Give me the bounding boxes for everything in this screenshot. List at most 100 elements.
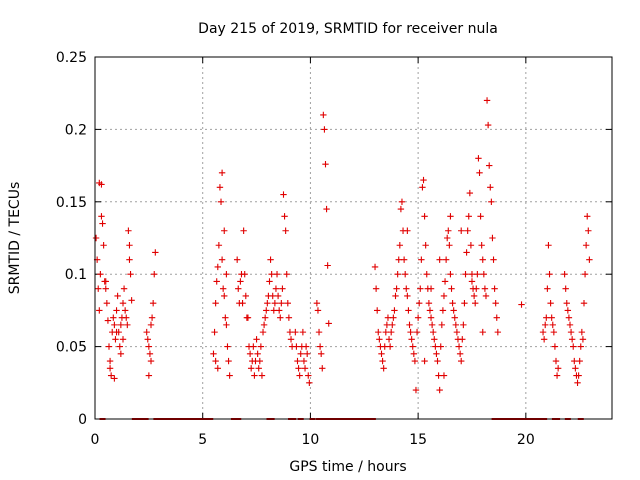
data-point [585,227,592,234]
data-point [436,256,443,263]
data-point [570,343,577,350]
data-point [411,357,419,365]
data-point [95,285,102,292]
data-point [286,328,294,336]
data-point [247,365,255,372]
data-point [472,299,479,307]
data-point [420,176,427,184]
data-point [490,256,497,263]
data-point [428,321,436,329]
data-point [575,372,582,379]
data-point [438,321,446,329]
data-point [102,278,109,285]
data-point [456,350,464,358]
data-point [436,386,443,394]
data-point [574,379,581,386]
data-point [287,336,295,343]
data-point [431,336,438,343]
y-tick-label: 0 [78,412,87,428]
data-point [480,271,488,278]
data-point [260,321,268,329]
data-point [445,227,452,234]
data-point [459,336,466,343]
data-point [111,321,118,329]
data-point [447,271,454,278]
data-point [315,328,323,336]
data-point [544,285,551,292]
data-point [256,357,263,365]
data-point [283,271,290,278]
data-point [371,263,379,271]
data-point [466,189,474,197]
data-point [106,365,114,372]
data-point [476,169,483,177]
data-point [390,314,397,321]
data-point [572,365,579,372]
data-point [264,299,271,307]
data-point [212,357,219,365]
data-point [549,321,556,329]
x-axis-label: GPS time / hours [289,459,406,475]
data-point [225,357,232,365]
data-point [285,314,293,321]
data-point [418,256,425,263]
x-tick-label: 20 [517,432,535,448]
data-point [444,234,451,242]
data-point [468,278,476,285]
data-point [280,191,287,198]
data-point [484,121,492,129]
data-point [449,299,456,307]
data-point [440,292,448,300]
data-point [578,328,586,336]
data-point [547,299,554,307]
data-point [278,299,285,307]
data-point [128,297,135,304]
data-point [460,321,467,329]
data-point [218,169,226,177]
data-point [120,285,128,292]
data-point [125,227,132,234]
data-point [145,372,153,379]
data-point [464,227,471,234]
data-point [487,184,494,191]
data-point [221,227,228,234]
data-point [402,271,409,278]
data-point [210,350,217,358]
data-point [421,213,428,220]
data-point [273,271,281,278]
data-point [468,271,476,278]
data-point [416,299,423,307]
x-tick-label: 5 [198,432,207,448]
grid-lines [95,57,612,419]
data-point [548,314,555,321]
data-point [126,256,133,263]
data-point [124,321,131,329]
y-tick-labels: 0 0.05 0.1 0.15 0.2 0.25 [56,50,87,428]
data-point [380,365,387,372]
data-point [417,285,424,292]
data-point [414,314,422,321]
data-point [581,271,589,278]
data-point [105,343,113,350]
data-point [119,336,127,343]
data-point [543,314,550,321]
data-point [261,314,269,321]
data-point [224,343,231,350]
data-point [111,375,118,382]
data-point [470,292,478,300]
data-point [282,227,289,234]
data-point [458,227,465,234]
data-point [518,301,525,308]
data-point [123,314,130,321]
data-point [479,256,486,263]
data-point [213,278,220,285]
data-point [254,350,261,358]
data-point [446,242,453,249]
data-point [300,357,308,365]
data-point [463,249,470,256]
data-point [542,321,549,329]
data-point [296,372,303,379]
data-point [550,328,558,336]
data-point [314,307,322,314]
